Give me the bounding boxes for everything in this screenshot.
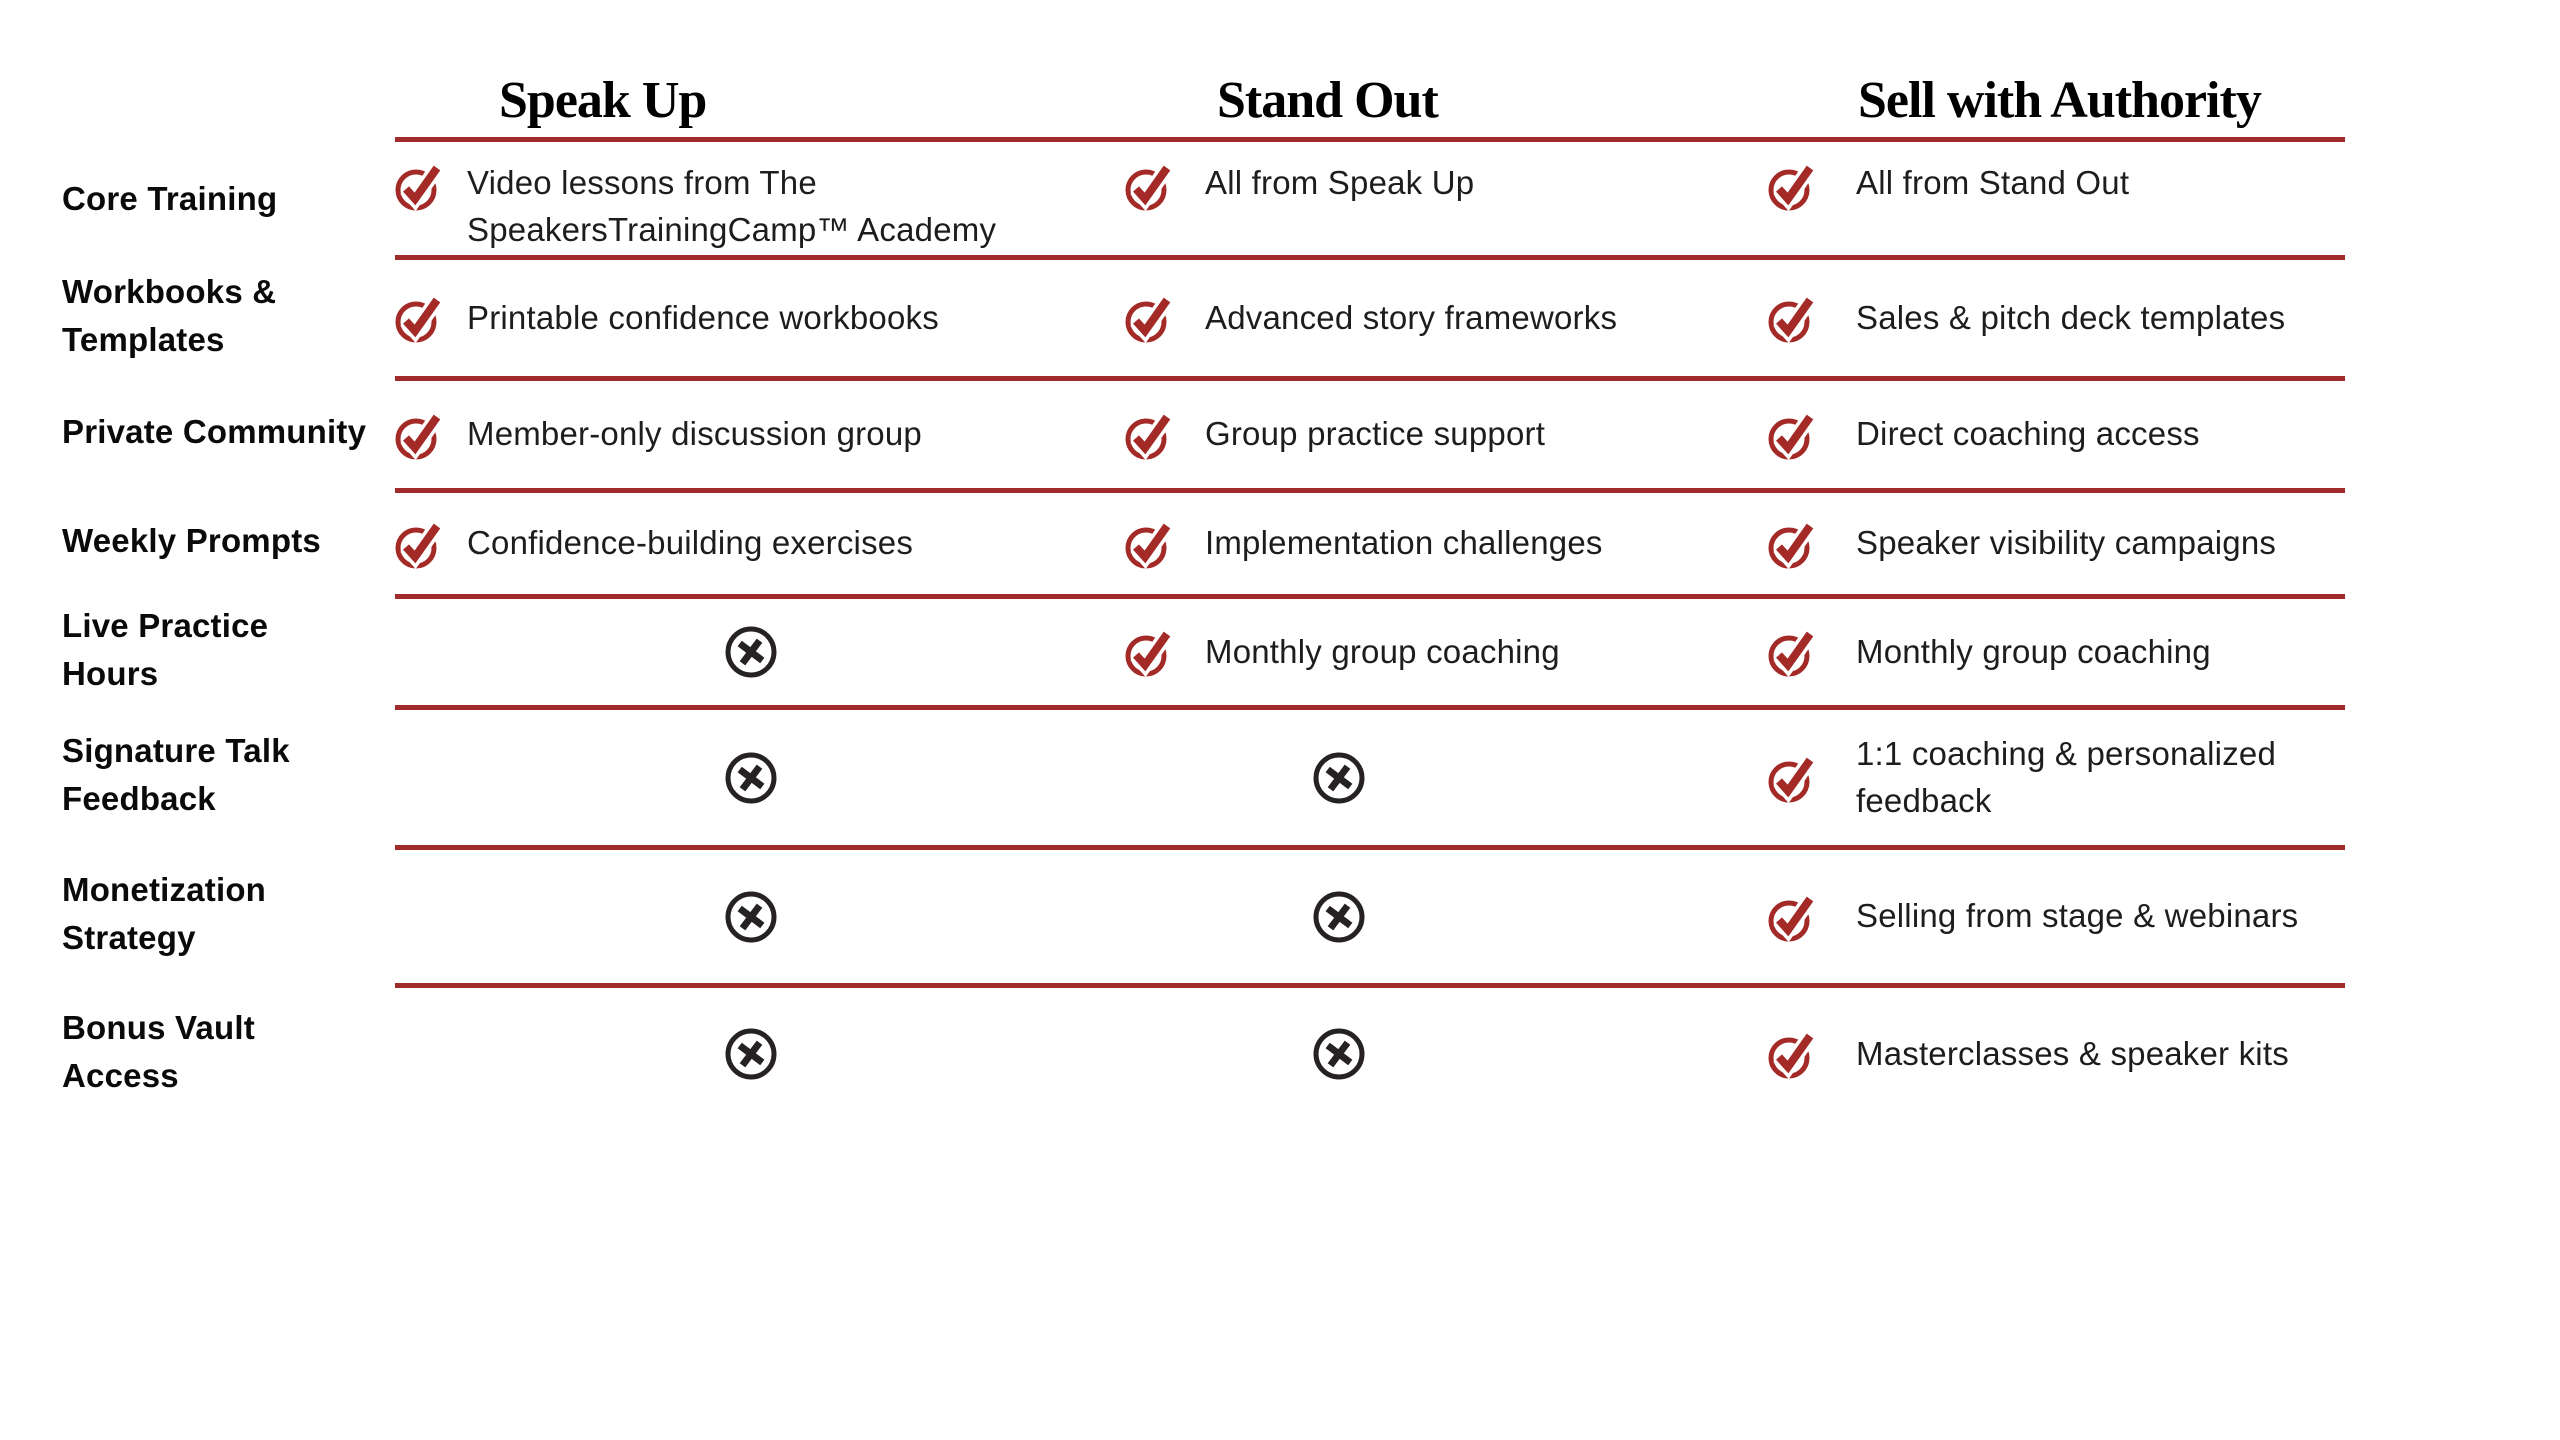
check-circle-icon xyxy=(395,295,441,343)
feature-text: All from Speak Up xyxy=(1205,164,1475,201)
check-circle-icon xyxy=(1768,629,1814,677)
check-circle-icon xyxy=(1768,521,1814,569)
feature-cell-excluded xyxy=(395,845,1125,983)
check-circle-icon xyxy=(1768,755,1814,803)
feature-cell-included: 1:1 coaching & personalized feedback xyxy=(1768,705,2345,845)
corner-spacer xyxy=(62,0,395,142)
feature-text: 1:1 coaching & personalized feedback xyxy=(1856,734,2277,819)
feature-text: Speaker visibility campaigns xyxy=(1856,524,2277,562)
feature-text: Group practice support xyxy=(1205,415,1546,453)
row-label-text: Monetization Strategy xyxy=(62,871,267,956)
cross-circle-icon xyxy=(725,1028,777,1080)
comparison-table: Speak Up Stand Out Sell with Authority C… xyxy=(62,0,2345,1120)
feature-cell-included: Masterclasses & speaker kits xyxy=(1768,983,2345,1120)
cross-circle-icon xyxy=(725,752,777,803)
row-label-text: Weekly Prompts xyxy=(62,522,321,560)
check-circle-icon xyxy=(1125,629,1171,677)
feature-text: Confidence-building exercises xyxy=(467,524,914,562)
column-title: Speak Up xyxy=(499,72,707,129)
check-circle-icon xyxy=(1125,412,1171,460)
row-label: Weekly Prompts xyxy=(62,488,395,594)
column-header-sell-with-authority: Sell with Authority xyxy=(1768,0,2345,142)
row-label-text: Private Community xyxy=(62,413,367,451)
feature-cell-included: Printable confidence workbooks xyxy=(395,255,1125,376)
cross-circle-icon xyxy=(1313,891,1365,942)
row-label-text: Core Training xyxy=(62,179,278,217)
check-circle-icon xyxy=(1768,412,1814,460)
column-header-speak-up: Speak Up xyxy=(395,0,1125,142)
column-title: Stand Out xyxy=(1217,72,1439,129)
feature-cell-included: Selling from stage & webinars xyxy=(1768,845,2345,983)
feature-cell-included: Sales & pitch deck templates xyxy=(1768,255,2345,376)
check-circle-icon xyxy=(1768,1031,1814,1079)
feature-text: Sales & pitch deck templates xyxy=(1856,298,2286,336)
check-circle-icon xyxy=(1125,521,1171,569)
cross-circle-icon xyxy=(725,626,777,678)
row-label-text: Signature Talk Feedback xyxy=(62,732,290,817)
feature-text: Member-only discussion group xyxy=(467,415,922,453)
check-circle-icon xyxy=(1125,163,1171,211)
row-label: Bonus Vault Access xyxy=(62,983,395,1120)
check-circle-icon xyxy=(1768,894,1814,942)
check-circle-icon xyxy=(395,412,441,460)
check-circle-icon xyxy=(1125,295,1171,343)
feature-text: Monthly group coaching xyxy=(1205,632,1560,670)
feature-cell-included: Implementation challenges xyxy=(1125,488,1768,594)
check-circle-icon xyxy=(395,163,441,211)
row-label: Signature Talk Feedback xyxy=(62,705,395,845)
check-circle-icon xyxy=(1768,295,1814,343)
feature-cell-included: Advanced story frameworks xyxy=(1125,255,1768,376)
feature-cell-included: Group practice support xyxy=(1125,376,1768,488)
feature-cell-included: Confidence-building exercises xyxy=(395,488,1125,594)
cross-circle-icon xyxy=(1313,1028,1365,1080)
feature-text: All from Stand Out xyxy=(1856,164,2130,201)
feature-cell-excluded xyxy=(395,594,1125,705)
feature-cell-included: Direct coaching access xyxy=(1768,376,2345,488)
feature-cell-excluded xyxy=(1125,845,1768,983)
check-circle-icon xyxy=(395,521,441,569)
row-label: Monetization Strategy xyxy=(62,845,395,983)
feature-cell-included: All from Stand Out xyxy=(1768,142,2345,255)
feature-text: Monthly group coaching xyxy=(1856,632,2211,670)
feature-cell-excluded xyxy=(395,705,1125,845)
row-label-text: Bonus Vault Access xyxy=(62,1008,255,1094)
feature-cell-excluded xyxy=(1125,983,1768,1120)
column-header-stand-out: Stand Out xyxy=(1125,0,1768,142)
row-label: Core Training xyxy=(62,142,395,255)
feature-text: Selling from stage & webinars xyxy=(1856,897,2299,935)
feature-cell-included: Video lessons from The SpeakersTrainingC… xyxy=(395,142,1125,255)
feature-text: Video lessons from The SpeakersTrainingC… xyxy=(467,164,997,248)
feature-cell-included: Monthly group coaching xyxy=(1125,594,1768,705)
row-label: Live Practice Hours xyxy=(62,594,395,705)
feature-cell-excluded xyxy=(1125,705,1768,845)
cross-circle-icon xyxy=(725,891,777,942)
row-label: Private Community xyxy=(62,376,395,488)
row-label-text: Workbooks & Templates xyxy=(62,272,277,358)
feature-cell-included: Member-only discussion group xyxy=(395,376,1125,488)
column-title: Sell with Authority xyxy=(1858,72,2262,129)
feature-text: Advanced story frameworks xyxy=(1205,298,1618,336)
feature-text: Masterclasses & speaker kits xyxy=(1856,1034,2289,1072)
row-label: Workbooks & Templates xyxy=(62,255,395,376)
feature-cell-included: Speaker visibility campaigns xyxy=(1768,488,2345,594)
feature-text: Printable confidence workbooks xyxy=(467,298,939,336)
feature-cell-included: Monthly group coaching xyxy=(1768,594,2345,705)
feature-cell-included: All from Speak Up xyxy=(1125,142,1768,255)
feature-cell-excluded xyxy=(395,983,1125,1120)
row-label-text: Live Practice Hours xyxy=(62,606,269,692)
cross-circle-icon xyxy=(1313,752,1365,803)
feature-text: Implementation challenges xyxy=(1205,524,1603,562)
feature-text: Direct coaching access xyxy=(1856,415,2200,453)
check-circle-icon xyxy=(1768,163,1814,211)
